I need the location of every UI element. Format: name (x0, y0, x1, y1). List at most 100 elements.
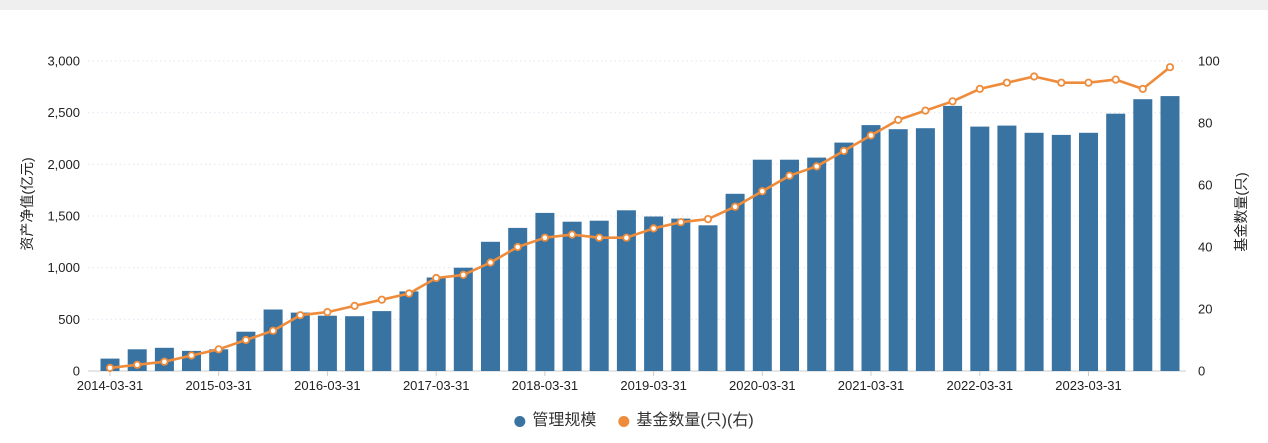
left-axis-title: 资产净值(亿元) (19, 157, 35, 250)
bar[interactable] (1024, 132, 1044, 371)
line-point[interactable] (921, 106, 930, 115)
line-point[interactable] (894, 115, 903, 125)
legend: 管理规模 基金数量(只)(右) (514, 412, 754, 430)
bar[interactable] (372, 311, 392, 371)
bar[interactable] (698, 225, 718, 371)
bar[interactable] (970, 126, 990, 371)
bar[interactable] (317, 315, 337, 371)
bar[interactable] (807, 157, 827, 371)
line-point[interactable] (1030, 72, 1039, 81)
line-point[interactable] (513, 242, 522, 252)
line-point[interactable] (785, 171, 794, 180)
line-point[interactable] (1057, 78, 1066, 87)
bar[interactable] (263, 309, 283, 372)
line-point[interactable] (160, 357, 169, 366)
line-point[interactable] (187, 351, 196, 360)
line-point[interactable] (214, 345, 223, 354)
right-axis-tick-label: 40 (1198, 240, 1212, 255)
x-axis-tick-label: 2017-03-31 (403, 378, 470, 393)
x-axis-tick-label: 2016-03-31 (294, 378, 361, 393)
line-point[interactable] (839, 146, 849, 155)
line-point[interactable] (676, 218, 685, 227)
line-point[interactable] (567, 230, 577, 239)
x-axis-tick-label: 2020-03-31 (729, 378, 796, 393)
bar[interactable] (671, 218, 691, 371)
bar[interactable] (562, 221, 582, 371)
bar[interactable] (997, 125, 1017, 371)
line-point[interactable] (730, 202, 740, 211)
bar[interactable] (888, 129, 908, 371)
bar[interactable] (1079, 132, 1098, 371)
bar[interactable] (535, 212, 555, 371)
line-point[interactable] (323, 307, 332, 317)
bar[interactable] (834, 142, 854, 371)
bar[interactable] (453, 267, 473, 371)
line-point[interactable] (133, 360, 142, 369)
bar[interactable] (616, 210, 636, 371)
line-point[interactable] (1002, 78, 1012, 87)
line-point[interactable] (105, 363, 115, 372)
bar[interactable] (209, 349, 229, 371)
line-point[interactable] (459, 270, 468, 279)
bar[interactable] (915, 128, 935, 371)
line-point[interactable] (296, 311, 305, 320)
legend-label-line: 基金数量(只)(右) (636, 412, 754, 429)
line-point[interactable] (812, 162, 821, 171)
legend-item-bars[interactable]: 管理规模 (514, 412, 596, 430)
right-axis-tick-label: 0 (1198, 364, 1205, 379)
line-point[interactable] (866, 131, 876, 140)
left-axis-tick-label: 2,500 (47, 105, 80, 120)
x-axis-tick-label: 2018-03-31 (512, 378, 579, 393)
bar[interactable] (1106, 113, 1126, 371)
line-point[interactable] (758, 187, 767, 196)
line-point[interactable] (948, 97, 957, 106)
bar[interactable] (644, 216, 664, 372)
right-axis-tick-label: 100 (1198, 54, 1220, 69)
bar[interactable] (725, 193, 745, 371)
right-axis-tick-label: 60 (1198, 178, 1212, 193)
bar[interactable] (345, 316, 365, 371)
right-axis-title: 基金数量(只) (1233, 172, 1249, 251)
left-axis-tick-label: 2,000 (47, 157, 80, 172)
bar[interactable] (1160, 96, 1180, 371)
line-point[interactable] (486, 258, 495, 267)
line-point[interactable] (540, 233, 550, 242)
bar[interactable] (508, 227, 528, 371)
bar[interactable] (861, 125, 881, 371)
bar[interactable] (780, 159, 799, 371)
line-point[interactable] (1138, 84, 1147, 94)
bar[interactable] (589, 220, 609, 371)
legend-item-line[interactable]: 基金数量(只)(右) (618, 412, 754, 430)
left-axis-tick-label: 3,000 (47, 54, 80, 69)
bar[interactable] (1133, 99, 1153, 371)
line-point[interactable] (649, 224, 658, 233)
line-point[interactable] (1165, 63, 1175, 72)
line-point[interactable] (622, 233, 631, 242)
bar[interactable] (1051, 134, 1071, 371)
line-point[interactable] (268, 326, 278, 335)
x-axis-tick-label: 2014-03-31 (77, 378, 144, 393)
right-axis-tick-label: 80 (1198, 116, 1212, 131)
x-axis-tick-label: 2019-03-31 (620, 378, 687, 393)
bar[interactable] (481, 241, 500, 371)
left-axis-tick-label: 500 (58, 312, 80, 327)
line-point[interactable] (241, 335, 250, 345)
line-point[interactable] (350, 301, 359, 310)
bar[interactable] (399, 291, 419, 371)
line-point[interactable] (975, 84, 984, 94)
bar[interactable] (943, 105, 963, 372)
line-point[interactable] (404, 289, 414, 298)
line-point[interactable] (703, 215, 713, 224)
bar[interactable] (426, 277, 446, 372)
bar[interactable] (752, 159, 772, 371)
line-point[interactable] (1111, 75, 1120, 84)
line-point[interactable] (595, 233, 604, 242)
line-point[interactable] (377, 295, 386, 304)
bar[interactable] (290, 312, 310, 371)
right-axis-tick-label: 20 (1198, 302, 1212, 317)
line-point[interactable] (1084, 78, 1093, 87)
line-point[interactable] (432, 273, 441, 283)
legend-label-bars: 管理规模 (532, 412, 597, 429)
page-top-strip (0, 0, 1268, 10)
